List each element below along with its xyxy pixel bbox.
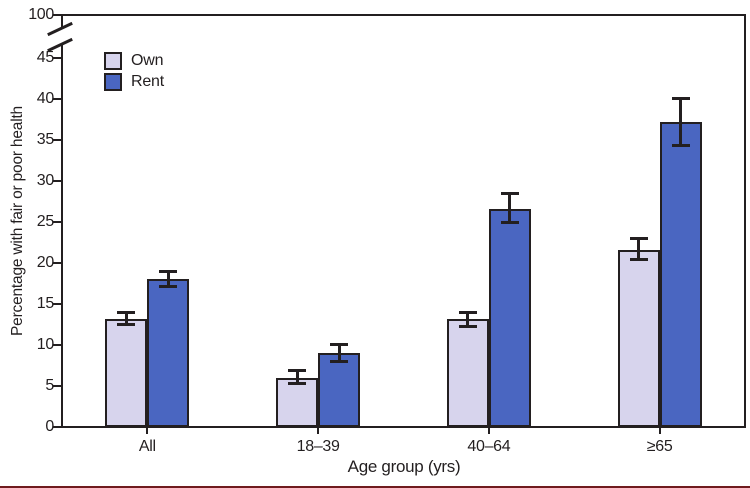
y-tick-label: 20: [36, 253, 55, 271]
bar-own-2: [446, 318, 489, 427]
y-tick-label: 40: [36, 89, 55, 107]
legend-label-own: Own: [131, 52, 164, 69]
x-axis-title: Age group (yrs): [347, 457, 461, 476]
error-bar-stem: [508, 193, 512, 223]
error-bar-cap-top: [288, 368, 307, 372]
error-bar-cap-top: [159, 269, 178, 273]
y-tick: [53, 426, 61, 428]
error-bar-cap-bottom: [629, 258, 648, 262]
bar-own-0: [105, 318, 148, 427]
error-bar-cap-top: [671, 97, 690, 101]
x-tick: [317, 427, 320, 434]
bottom-rule: [0, 486, 750, 488]
axis-break-slash-upper: [47, 21, 73, 36]
y-axis-line-lower: [61, 43, 63, 427]
own-swatch: [104, 52, 122, 70]
y-tick-label: 30: [36, 171, 55, 189]
y-tick: [53, 261, 61, 264]
error-bar-cap-top: [458, 310, 477, 314]
bar-rent-0: [147, 279, 190, 427]
y-tick: [53, 56, 61, 59]
legend-label-rent: Rent: [131, 73, 164, 90]
y-tick-label: 10: [36, 335, 55, 353]
x-tick-label-0: All: [138, 438, 156, 455]
error-bar-cap-top: [500, 191, 519, 195]
error-bar-stem: [679, 98, 683, 146]
y-tick-label: 25: [36, 212, 55, 230]
y-tick: [53, 138, 61, 141]
error-bar-cap-top: [629, 237, 648, 241]
x-tick-label-2: 40–64: [467, 438, 511, 455]
plot-top-border: [61, 14, 746, 16]
error-bar-cap-bottom: [458, 324, 477, 328]
y-tick-label: 100: [28, 6, 54, 23]
error-bar-cap-bottom: [159, 285, 178, 289]
y-tick-label: 15: [36, 294, 55, 312]
plot-right-border: [744, 15, 746, 427]
error-bar-stem: [295, 370, 299, 384]
x-axis-line: [61, 426, 746, 428]
x-tick: [658, 427, 661, 434]
bar-own-3: [617, 249, 660, 427]
error-bar-stem: [466, 312, 470, 326]
bar-rent-1: [318, 353, 361, 427]
error-bar-cap-bottom: [500, 221, 519, 225]
y-tick: [53, 14, 61, 16]
bar-rent-2: [488, 208, 531, 427]
error-bar-cap-top: [330, 343, 349, 347]
error-bar-stem: [637, 238, 641, 260]
error-bar-cap-bottom: [671, 143, 690, 147]
error-bar-cap-bottom: [117, 322, 136, 326]
y-tick: [53, 302, 61, 305]
rent-swatch: [104, 73, 122, 91]
legend-item-rent: Rent: [104, 73, 164, 91]
x-tick-label-3: ≥65: [646, 438, 673, 455]
y-tick-label: 45: [36, 48, 55, 66]
x-tick-label-1: 18–39: [296, 438, 340, 455]
x-tick: [487, 427, 490, 434]
x-tick: [146, 427, 149, 434]
y-tick: [53, 384, 61, 387]
error-bar-stem: [124, 312, 128, 325]
legend: Own Rent: [104, 52, 164, 91]
bar-rent-3: [659, 122, 702, 427]
error-bar-cap-top: [117, 311, 136, 315]
error-bar-cap-bottom: [330, 359, 349, 363]
error-bar-cap-bottom: [288, 381, 307, 385]
y-tick: [53, 179, 61, 182]
y-axis-line-upper: [61, 15, 63, 27]
error-bar-stem: [337, 344, 341, 362]
y-tick: [53, 97, 61, 100]
error-bar-stem: [166, 271, 170, 287]
y-tick: [53, 343, 61, 346]
y-tick: [53, 220, 61, 223]
y-tick-label: 5: [45, 376, 54, 394]
y-tick-label: 0: [45, 418, 54, 435]
legend-item-own: Own: [104, 52, 164, 70]
bar-own-1: [276, 377, 319, 427]
y-tick-label: 35: [36, 130, 55, 148]
